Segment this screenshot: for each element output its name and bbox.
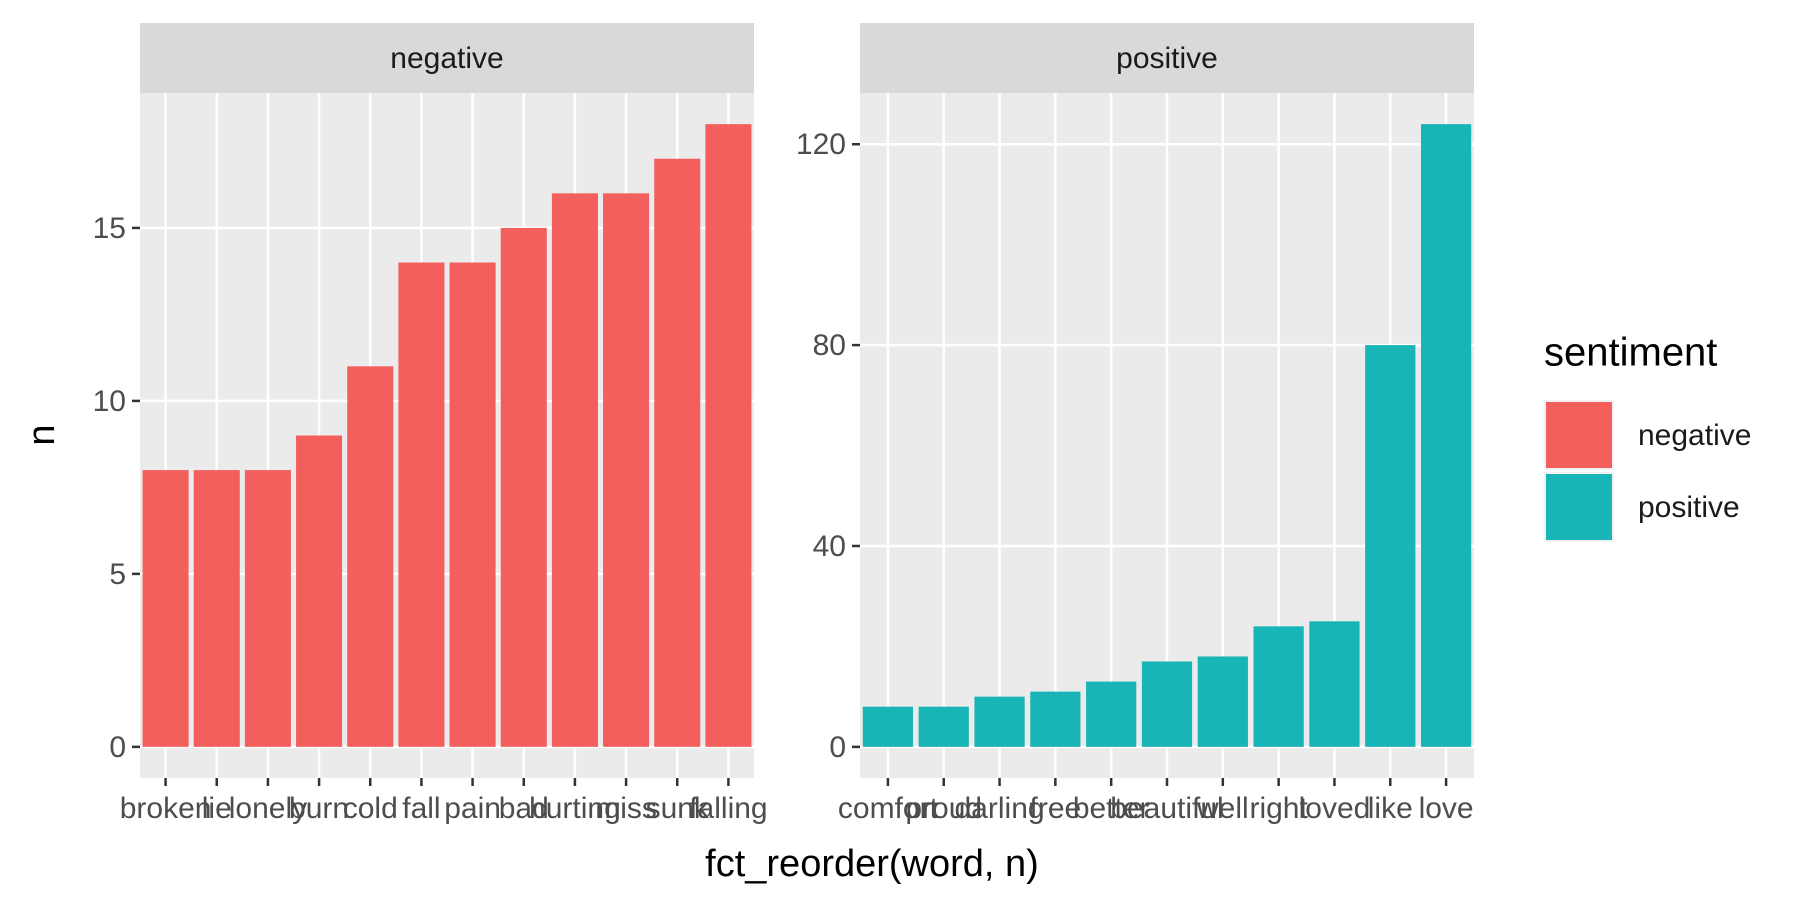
x-tick-label: comfort — [838, 792, 939, 825]
x-tick-label: burn — [289, 792, 349, 825]
legend-label: negative — [1638, 419, 1751, 452]
x-tick-label: sunk — [646, 792, 710, 825]
x-tick-label: beautiful — [1110, 792, 1223, 825]
bar — [1420, 124, 1472, 747]
bar — [244, 470, 291, 747]
bar — [862, 706, 914, 747]
x-tick-label: darling — [955, 792, 1045, 825]
x-tick-label: like — [1368, 792, 1413, 825]
x-tick-label: broken — [120, 792, 212, 825]
bar — [603, 193, 650, 747]
y-tick-label: 120 — [796, 128, 846, 161]
bar — [918, 706, 969, 747]
bar — [142, 470, 189, 747]
x-tick-label: cold — [343, 792, 398, 825]
x-tick-label: miss — [595, 792, 657, 825]
legend-title: sentiment — [1544, 331, 1717, 375]
y-tick-label: 0 — [829, 731, 846, 764]
x-tick-label: well — [1196, 792, 1249, 825]
x-tick-label: right — [1249, 792, 1308, 825]
y-tick-label: 5 — [109, 558, 126, 591]
bar — [1141, 661, 1193, 747]
bar — [974, 696, 1025, 747]
y-tick-label: 0 — [109, 731, 126, 764]
strip-label: positive — [1116, 42, 1218, 75]
x-tick-label: free — [1030, 792, 1082, 825]
bar — [449, 262, 496, 747]
bar — [193, 470, 240, 747]
x-axis-label: fct_reorder(word, n) — [705, 843, 1039, 885]
x-tick-label: falling — [689, 792, 767, 825]
y-tick-label: 15 — [93, 212, 126, 245]
y-tick-label: 10 — [93, 385, 126, 418]
bar — [551, 193, 598, 747]
bar — [296, 435, 343, 747]
strip-background — [140, 23, 754, 93]
x-tick-label: lonely — [229, 792, 307, 825]
x-tick-label: hurting — [529, 792, 621, 825]
bar — [705, 124, 752, 747]
bar — [347, 366, 394, 747]
bar — [1086, 681, 1137, 747]
strip-background — [860, 23, 1474, 93]
bar — [1197, 656, 1248, 747]
bar — [500, 227, 547, 747]
legend-key — [1546, 402, 1612, 468]
legend-key — [1546, 474, 1612, 540]
bar — [1365, 345, 1416, 747]
y-tick-label: 40 — [813, 530, 846, 563]
x-tick-label: proud — [905, 792, 982, 825]
bar — [1030, 691, 1081, 747]
x-tick-label: lie — [202, 792, 232, 825]
x-tick-label: better — [1073, 792, 1150, 825]
bar — [398, 262, 445, 747]
y-axis-label: n — [21, 424, 63, 445]
bar — [1253, 626, 1304, 747]
y-tick-label: 80 — [813, 329, 846, 362]
panel-background — [140, 93, 754, 778]
strip-label: negative — [390, 42, 503, 75]
x-tick-label: loved — [1299, 792, 1371, 825]
bar — [654, 158, 701, 747]
x-tick-label: love — [1419, 792, 1474, 825]
bar — [1309, 621, 1360, 747]
x-tick-label: pain — [444, 792, 501, 825]
x-tick-label: fall — [402, 792, 440, 825]
x-tick-label: bad — [499, 792, 549, 825]
legend-label: positive — [1638, 491, 1740, 524]
